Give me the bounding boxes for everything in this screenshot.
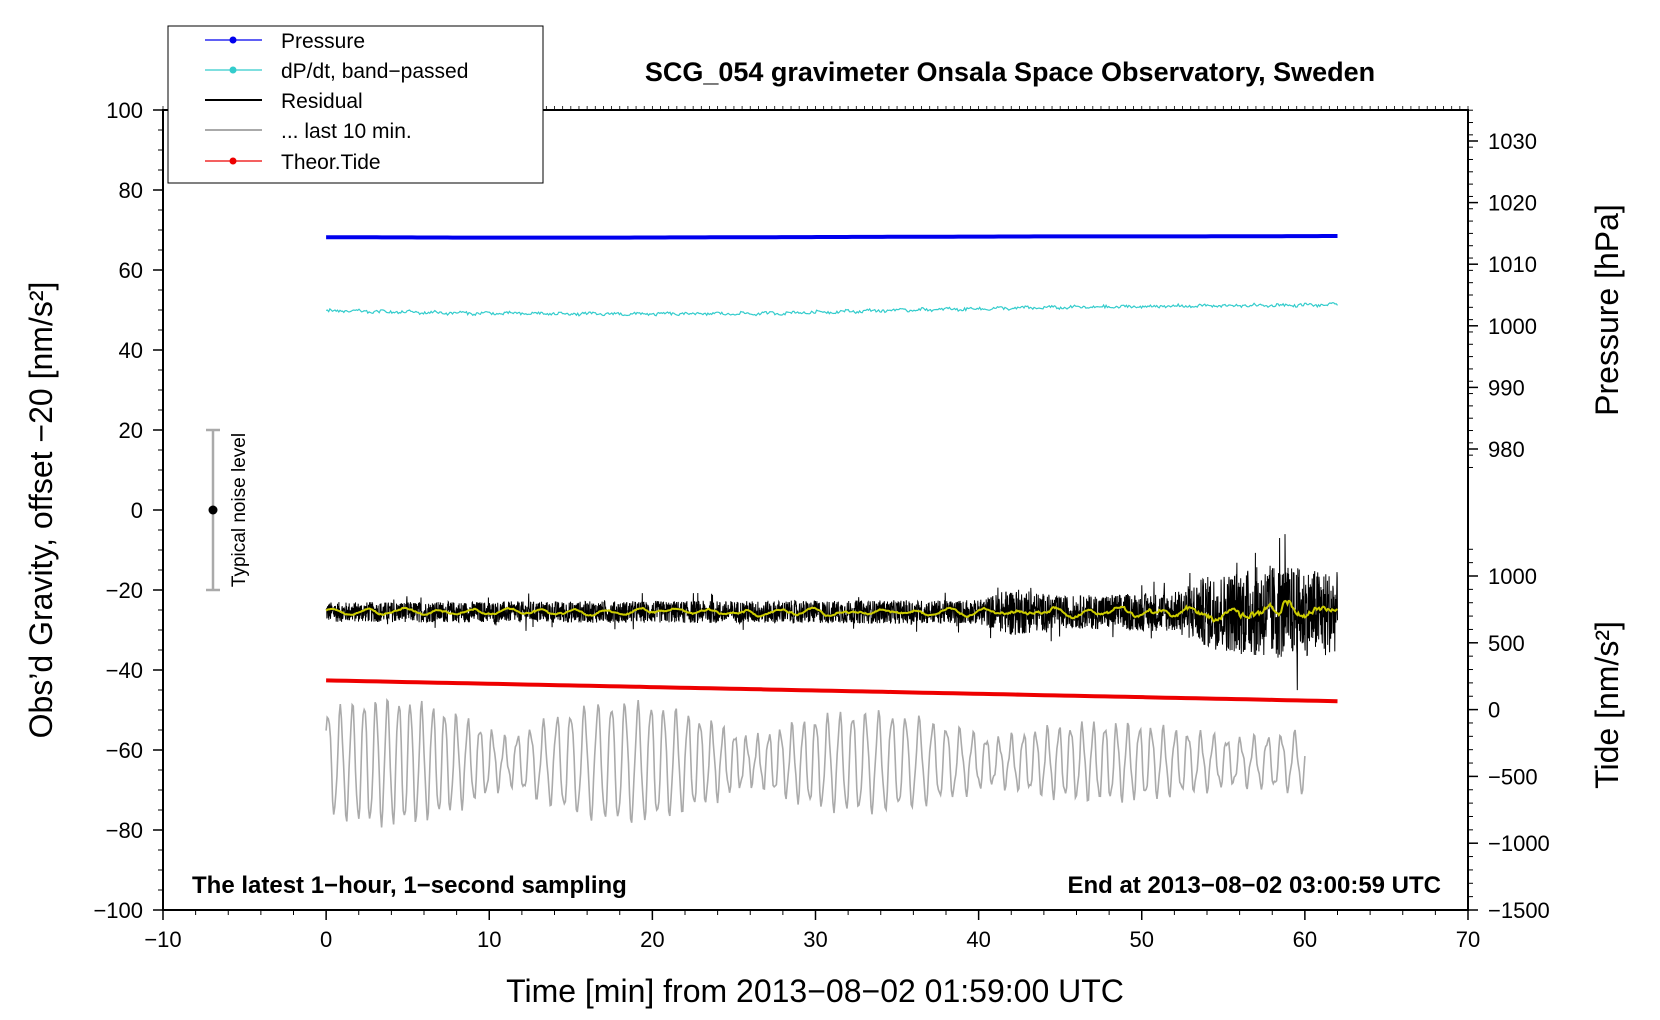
legend-item-tide: Theor.Tide bbox=[205, 151, 381, 174]
legend-item-dpdt: dP/dt, band−passed bbox=[205, 60, 468, 83]
tide-tick-label: 1000 bbox=[1488, 564, 1537, 589]
y-axis-label-left: Obs’d Gravity, offset −20 [nm/s²] bbox=[23, 282, 59, 739]
tide-tick-label: 0 bbox=[1488, 698, 1500, 723]
legend: Pressure dP/dt, band−passed Residual ...… bbox=[167, 25, 544, 184]
pressure-tick-label: 1030 bbox=[1488, 129, 1537, 154]
legend-label-tide: Theor.Tide bbox=[281, 151, 381, 174]
y-tick-label: 100 bbox=[106, 98, 143, 123]
data-series bbox=[325, 234, 1338, 828]
pressure-tick-label: 990 bbox=[1488, 375, 1525, 400]
legend-box bbox=[167, 25, 544, 184]
pressure-tick-label: 1020 bbox=[1488, 191, 1537, 216]
y-axis-label-pressure: Pressure [hPa] bbox=[1589, 204, 1625, 416]
y-tick-label: 0 bbox=[131, 498, 143, 523]
y-tick-label: 80 bbox=[119, 178, 143, 203]
y-tick-label: 20 bbox=[119, 418, 143, 443]
x-tick-label: 20 bbox=[640, 927, 664, 952]
x-tick-label: 50 bbox=[1130, 927, 1154, 952]
series-dpdt bbox=[325, 302, 1338, 317]
chart-title: SCG_054 gravimeter Onsala Space Observat… bbox=[645, 57, 1375, 87]
y-tick-label: −60 bbox=[106, 738, 143, 763]
legend-marker-dpdt bbox=[229, 66, 237, 74]
tide-tick-label: 500 bbox=[1488, 631, 1525, 656]
x-tick-label: 0 bbox=[320, 927, 332, 952]
tide-tick-label: −1000 bbox=[1488, 831, 1550, 856]
x-tick-label: 60 bbox=[1293, 927, 1317, 952]
noise-level-indicator: Typical noise level bbox=[206, 428, 250, 592]
x-axis-label: Time [min] from 2013−08−02 01:59:00 UTC bbox=[506, 973, 1124, 1009]
legend-marker-pressure bbox=[229, 36, 237, 44]
tide-tick-label: −1500 bbox=[1488, 898, 1550, 923]
x-tick-label: 30 bbox=[803, 927, 827, 952]
legend-item-residual: Residual bbox=[205, 90, 363, 113]
pressure-tick-label: 980 bbox=[1488, 437, 1525, 462]
y-tick-label: −40 bbox=[106, 658, 143, 683]
noise-label: Typical noise level bbox=[229, 433, 250, 587]
y-axis-label-tide: Tide [nm/s²] bbox=[1589, 621, 1625, 789]
pressure-tick-label: 1010 bbox=[1488, 252, 1537, 277]
x-tick-label: −10 bbox=[144, 927, 181, 952]
x-tick-label: 70 bbox=[1456, 927, 1480, 952]
x-tick-label: 10 bbox=[477, 927, 501, 952]
legend-label-dpdt: dP/dt, band−passed bbox=[281, 60, 468, 83]
series-pressure bbox=[326, 234, 1338, 240]
legend-label-pressure: Pressure bbox=[281, 30, 365, 53]
legend-item-last10: ... last 10 min. bbox=[205, 120, 412, 143]
series-residual-smoothed bbox=[325, 599, 1338, 623]
pressure-tick-label: 1000 bbox=[1488, 314, 1537, 339]
series-theor-tide bbox=[326, 678, 1338, 704]
end-time-note: End at 2013−08−02 03:00:59 UTC bbox=[1067, 872, 1441, 899]
tide-tick-label: −500 bbox=[1488, 764, 1538, 789]
y-tick-label: 40 bbox=[119, 338, 143, 363]
noise-bar-center bbox=[208, 505, 218, 515]
axis-ticks: −10 0 10 20 30 40 50 60 70100806040200−20−40−60−… bbox=[93, 98, 1549, 952]
y-tick-label: −80 bbox=[106, 818, 143, 843]
y-tick-label: 60 bbox=[119, 258, 143, 283]
y-tick-label: −20 bbox=[106, 578, 143, 603]
legend-label-last10: ... last 10 min. bbox=[281, 120, 412, 143]
series-residual bbox=[325, 534, 1338, 691]
legend-marker-tide bbox=[229, 157, 237, 165]
series-last-10-min bbox=[325, 698, 1306, 828]
sampling-note: The latest 1−hour, 1−second sampling bbox=[192, 872, 627, 899]
legend-item-pressure: Pressure bbox=[205, 30, 365, 53]
y-tick-label: −100 bbox=[93, 898, 143, 923]
x-tick-label: 40 bbox=[966, 927, 990, 952]
plot-frame bbox=[162, 109, 1469, 911]
legend-label-residual: Residual bbox=[281, 90, 363, 113]
